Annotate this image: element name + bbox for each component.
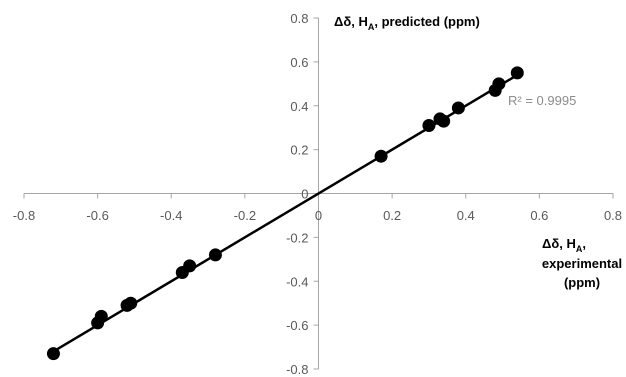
x-axis-title-line1: Δδ, HA, [542,236,586,254]
data-point [183,259,197,273]
x-tick-label: 0 [315,208,322,223]
data-point [374,149,388,163]
y-tick-label: 0.2 [290,143,308,158]
x-tick-label: 0.6 [530,208,548,223]
y-tick-label: 0.4 [290,99,308,114]
data-point [94,309,108,323]
x-axis-ticks: -0.8 -0.6 -0.4 -0.2 0 0.2 0.4 0.6 0.8 [13,193,622,223]
x-tick-label: -0.8 [13,208,35,223]
x-tick-label: 0.2 [383,208,401,223]
y-tick-label: -0.8 [286,362,308,377]
data-point [46,347,60,361]
data-point [451,101,465,115]
x-tick-label: -0.6 [86,208,108,223]
y-axis-title-subscript: A [368,22,375,32]
x-axis-title-text-end: , [582,236,586,251]
x-axis-title-subscript: A [576,244,583,254]
y-axis-title-text-end: , predicted (ppm) [374,14,479,29]
y-axis-ticks: 0.8 0.6 0.4 0.2 0 -0.2 -0.4 -0.6 -0.8 [286,11,319,377]
x-axis-title-line2: experimental [542,256,622,271]
x-tick-label: 0.8 [604,208,622,223]
data-point [437,114,451,128]
r-squared-label: R² = 0.9995 [508,93,576,108]
data-point [510,66,524,80]
x-tick-label: 0.4 [457,208,475,223]
y-tick-label: 0 [301,187,308,202]
x-tick-label: -0.4 [160,208,182,223]
y-tick-label: 0.6 [290,55,308,70]
data-point [492,77,506,91]
y-axis-title: Δδ, HA, predicted (ppm) [334,14,480,32]
x-axis-title-line3: (ppm) [564,275,600,290]
data-point [208,248,222,262]
y-tick-label: 0.8 [290,11,308,26]
data-points [46,66,524,361]
x-axis-title-text: Δδ, H [542,236,576,251]
y-tick-label: -0.6 [286,318,308,333]
y-tick-label: -0.4 [286,274,308,289]
y-tick-label: -0.2 [286,230,308,245]
data-point [124,296,138,310]
y-axis-title-text: Δδ, H [334,14,368,29]
x-tick-label: -0.2 [234,208,256,223]
data-point [422,118,436,132]
